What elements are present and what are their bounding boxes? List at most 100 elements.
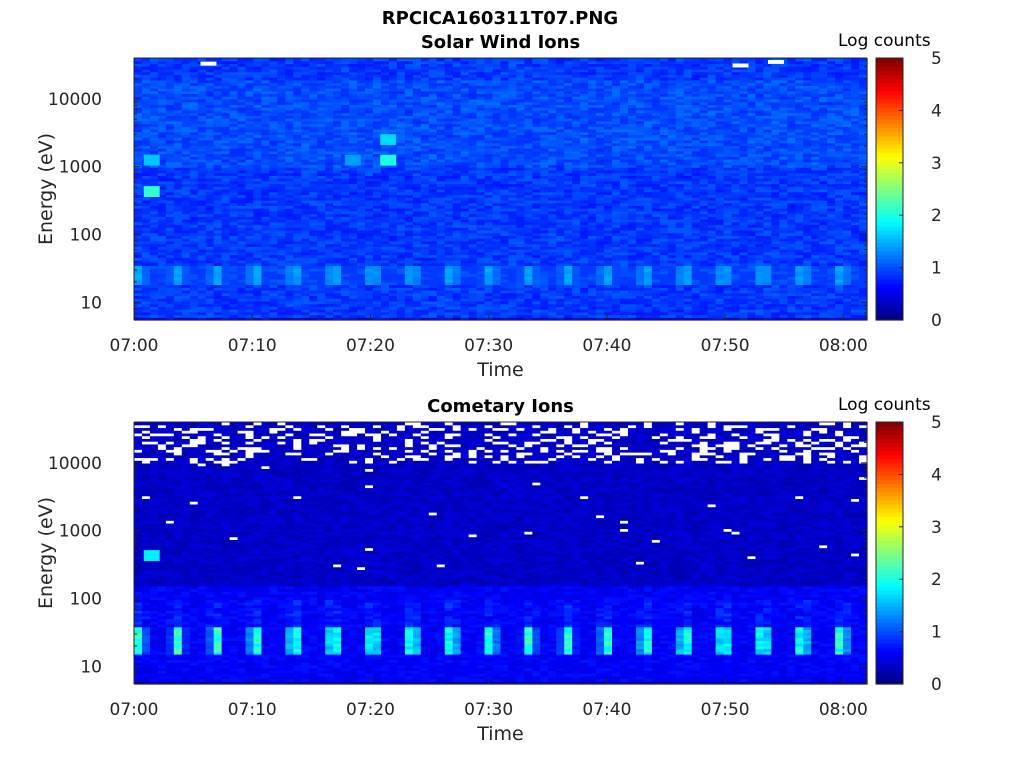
colorbar-swatch	[876, 422, 903, 427]
colorbar-swatch	[876, 189, 903, 194]
colorbar: 0 1 2 3 4 5	[875, 49, 942, 331]
colorbar-swatch	[876, 467, 903, 472]
colorbar-swatch	[876, 160, 903, 166]
colorbar-swatch	[876, 234, 903, 239]
colorbar-frame	[875, 421, 904, 685]
colorbar-tick-label: 4	[931, 101, 942, 121]
colorbar-swatch	[876, 675, 903, 681]
colorbar-swatch	[876, 450, 903, 456]
chart-panel-1: 07:00 07:10 07:20 07:30 07:40 07:50 08:00 Time 1…	[35, 413, 942, 745]
hot-spot-4	[344, 154, 361, 166]
y-tick-label: 100	[70, 226, 102, 246]
x-tick-label: 07:40	[582, 700, 631, 720]
colorbar-swatch	[876, 74, 903, 80]
colorbar-swatch	[876, 475, 903, 480]
x-tick-label: 07:10	[228, 700, 277, 720]
colorbar-swatch	[876, 62, 903, 67]
x-tick-label: 07:20	[346, 700, 395, 720]
chart-title-solar-wind: Solar Wind Ions	[420, 32, 581, 53]
colorbar-swatch	[876, 291, 903, 297]
colorbar-swatch	[876, 66, 903, 71]
colorbar-swatch	[876, 90, 903, 96]
x-axis-label: Time	[476, 359, 524, 381]
colorbar-swatch	[876, 536, 903, 542]
colorbar-swatch	[876, 213, 903, 219]
colorbar-swatch	[876, 262, 903, 268]
colorbar-swatch	[876, 544, 903, 550]
colorbar-swatch	[876, 434, 903, 439]
colorbar-swatch	[876, 577, 903, 583]
colorbar-swatch	[876, 217, 903, 223]
colorbar-swatch	[876, 581, 903, 587]
colorbar-swatch	[876, 507, 903, 513]
colorbar-swatch	[876, 295, 903, 301]
colorbar-swatch	[876, 307, 903, 313]
colorbar-swatch	[876, 479, 903, 484]
colorbar-swatch	[876, 180, 903, 186]
colorbar-swatch	[876, 148, 903, 153]
colorbar-swatch	[876, 503, 903, 509]
colorbar-swatch	[876, 299, 903, 305]
x-tick-label: 07:50	[701, 700, 750, 720]
colorbar-swatch	[876, 540, 903, 546]
colorbar-swatch	[876, 573, 903, 579]
colorbar-swatch	[876, 593, 903, 599]
colorbar-swatch	[876, 168, 903, 174]
colorbar-swatch	[876, 565, 903, 570]
colorbar-frame	[875, 57, 904, 321]
colorbar-swatch	[876, 671, 903, 677]
colorbar-swatch	[876, 258, 903, 264]
y-tick-label: 10	[80, 657, 102, 677]
colorbar-swatch	[876, 103, 903, 108]
colorbar-swatch	[876, 663, 903, 669]
colorbar-swatch	[876, 524, 903, 530]
colorbar-swatch	[876, 679, 903, 685]
hot-spot-1	[143, 154, 160, 166]
colorbar-swatch	[876, 442, 903, 448]
colorbar-swatch	[876, 176, 903, 182]
colorbar-swatch	[876, 172, 903, 178]
colorbar-swatch	[876, 201, 903, 206]
colorbar-swatch	[876, 270, 903, 276]
colorbar-tick-label: 0	[931, 311, 942, 331]
y-tick-label: 10000	[48, 90, 102, 110]
hot-spot-0	[143, 186, 160, 198]
colorbar-swatch	[876, 495, 903, 501]
x-tick-label: 07:50	[701, 336, 750, 356]
colorbar-swatch	[876, 638, 903, 644]
colorbar-swatch	[876, 458, 903, 464]
x-tick-label: 07:30	[464, 700, 513, 720]
colorbar-swatch	[876, 602, 903, 607]
colorbar-swatch	[876, 197, 903, 202]
colorbar-swatch	[876, 630, 903, 636]
colorbar-swatch	[876, 209, 903, 215]
x-tick-label: 07:00	[110, 336, 159, 356]
x-axis-label: Time	[476, 723, 524, 745]
colorbar-tick-label: 5	[931, 49, 942, 69]
colorbar-swatch	[876, 152, 903, 157]
colorbar-swatch	[876, 78, 903, 84]
colorbar-swatch	[876, 561, 903, 566]
colorbar-swatch	[876, 651, 903, 656]
colorbar-swatch	[876, 491, 903, 497]
x-tick-label: 08:00	[819, 700, 868, 720]
colorbar-swatch	[876, 655, 903, 661]
colorbar-swatch	[876, 107, 903, 112]
chart-panel-0: 07:00 07:10 07:20 07:30 07:40 07:50 08:00 Time 1…	[35, 49, 942, 381]
colorbar-swatch	[876, 82, 903, 88]
colorbar-swatch	[876, 483, 903, 489]
colorbar-swatch	[876, 647, 903, 652]
colorbar-swatch	[876, 111, 903, 116]
colorbar-swatch	[876, 274, 903, 280]
colorbar-tick-label: 3	[931, 154, 942, 174]
colorbar-swatch	[876, 532, 903, 538]
colorbar-swatch	[876, 626, 903, 632]
colorbar-tick-label: 2	[931, 570, 942, 590]
y-tick-label: 100	[70, 590, 102, 610]
colorbar-swatch	[876, 553, 903, 558]
colorbar-swatch	[876, 471, 903, 476]
heatmap-cells	[134, 58, 868, 321]
colorbar-swatch	[876, 659, 903, 665]
saturated-cell-0	[200, 61, 217, 66]
heatmap-cells	[134, 422, 868, 685]
